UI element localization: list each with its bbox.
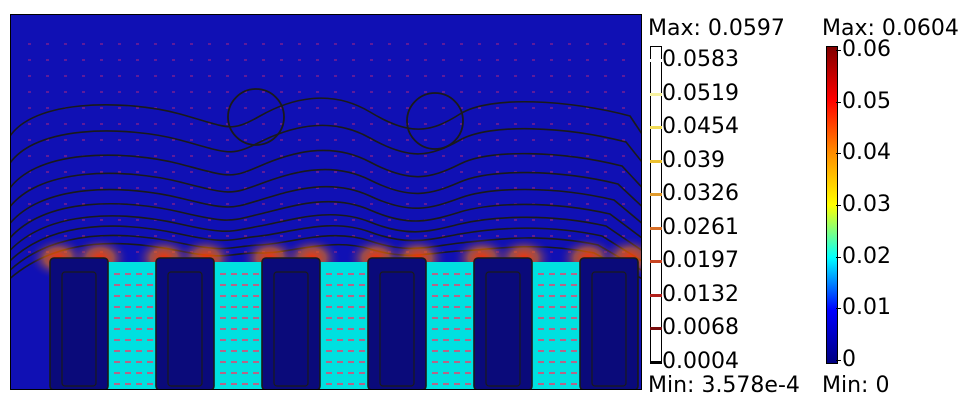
circle-conductor-left [227,88,285,146]
contour-level-mark [650,92,662,96]
slot-inner-outline [485,271,521,387]
contour-line [10,97,642,138]
contour-level-mark [650,159,662,163]
surface-tick-label: 0.06 [842,37,891,62]
surface-tick-label: 0 [842,347,856,372]
contour-line [10,149,642,190]
slot-block [155,257,215,390]
plot-border [10,14,642,390]
slot-inner-outline [61,271,97,387]
contour-line [10,124,642,165]
surface-tick-mark [836,101,841,103]
conductor-region [108,262,156,390]
contour-level-mark [650,226,662,230]
contour-level-mark [650,59,662,62]
circle-conductor-right [406,92,464,150]
surface-tick-mark [836,308,841,310]
contour-level-label: 0.0068 [662,315,739,341]
conductor-region [320,262,368,390]
contour-line [10,200,642,240]
contour-level-mark [650,126,662,130]
field-plot [10,14,642,390]
surface-tick-label: 0.01 [842,295,891,321]
contour-line [10,214,642,252]
slot-block [473,257,533,390]
contour-line [10,185,642,225]
contour-level-label: 0.0454 [662,114,739,140]
slot-inner-outline [167,271,203,387]
surface-tick-mark [836,153,841,155]
conductor-region [214,262,262,390]
surface-legend-max: Max: 0.0604 [822,16,959,41]
contour-legend-min: Min: 3.578e-4 [648,373,800,398]
contour-line [10,225,642,263]
slot-block [49,257,109,390]
surface-tick-mark [836,256,841,258]
contour-level-mark [650,293,662,297]
surface-tick-mark [836,50,841,51]
surface-tick-label: 0.02 [842,243,891,269]
contour-level-label: 0.0197 [662,248,739,274]
slot-block [261,257,321,390]
contour-level-label: 0.039 [662,147,725,173]
surface-tick-label: 0.04 [842,140,891,166]
slot-inner-outline [591,271,627,387]
contour-level-label: 0.0583 [662,47,739,72]
contour-line [10,168,642,209]
contour-level-mark [650,260,662,264]
slot-block [579,257,639,390]
slot-inner-outline [273,271,309,387]
contour-legend-max: Max: 0.0597 [648,16,785,41]
surface-tick-mark [836,360,841,361]
surface-tick-mark [836,205,841,206]
surface-legend-min: Min: 0 [822,373,890,398]
slot-block [367,257,427,390]
conductor-region [426,262,474,390]
surface-tick-label: 0.03 [842,192,891,217]
contour-level-label: 0.0004 [662,349,739,374]
contour-level-label: 0.0261 [662,214,739,240]
contour-level-mark [650,361,662,364]
conductor-region [532,262,580,390]
slot-inner-outline [379,271,415,387]
contour-level-label: 0.0326 [662,181,739,207]
contour-level-label: 0.0132 [662,281,739,307]
contour-level-label: 0.0519 [662,80,739,106]
contour-level-mark [650,193,662,197]
contour-level-mark [650,327,662,331]
surface-tick-label: 0.05 [842,88,891,114]
